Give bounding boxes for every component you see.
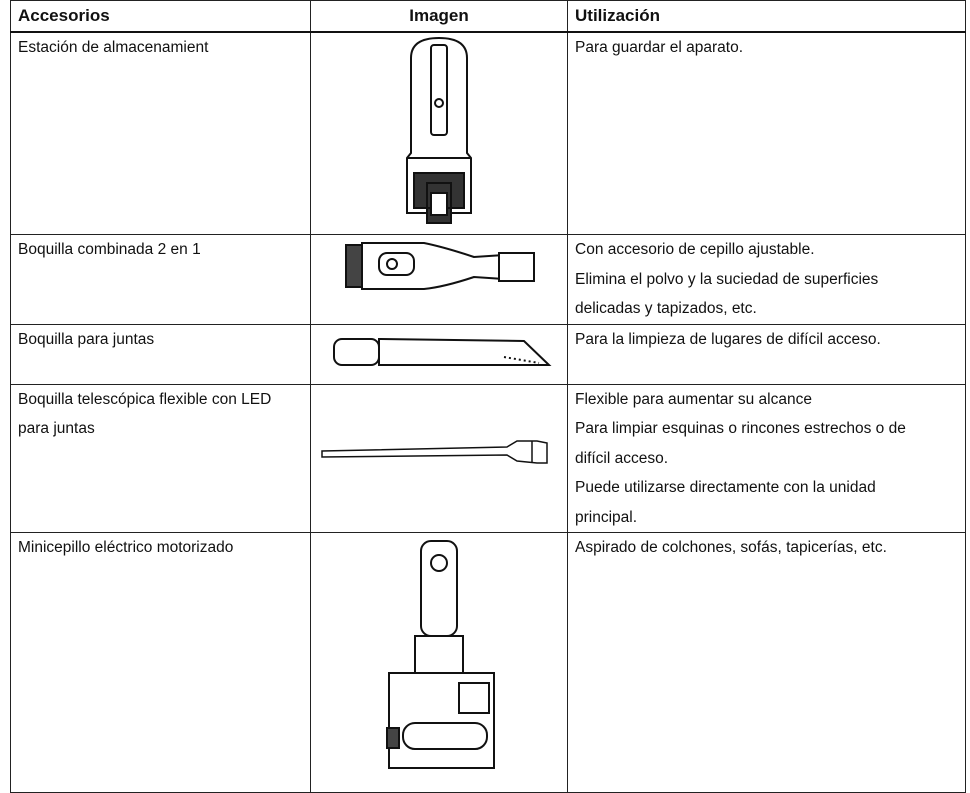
row: Boquilla para juntas Para la limpieza de… bbox=[10, 323, 966, 385]
image-cell bbox=[310, 383, 568, 533]
telescopic-nozzle-image bbox=[320, 439, 548, 464]
usage-cell: Para guardar el aparato. bbox=[567, 31, 966, 235]
header-cell: Accesorios bbox=[10, 0, 311, 33]
crevice-nozzle-image bbox=[333, 337, 552, 366]
usage-line: Flexible para aumentar su alcance bbox=[575, 390, 812, 408]
usage-cell: Para la limpieza de lugares de difícil a… bbox=[567, 323, 966, 385]
image-cell bbox=[310, 234, 568, 325]
usage-line: difícil acceso. bbox=[575, 449, 669, 467]
image-cell bbox=[310, 532, 568, 793]
row: Estación de almacenamient Para guardar e… bbox=[10, 31, 966, 235]
row: Boquilla combinada 2 en 1 Con accesorio … bbox=[10, 234, 966, 325]
usage-line: Para la limpieza de lugares de difícil a… bbox=[575, 330, 881, 348]
usage-cell: Con accesorio de cepillo ajustable. Elim… bbox=[567, 234, 966, 325]
usage-line: Con accesorio de cepillo ajustable. bbox=[575, 241, 815, 258]
usage-cell: Aspirado de colchones, sofás, tapicerías… bbox=[567, 532, 966, 793]
image-cell bbox=[310, 31, 568, 235]
row: Boquilla telescópica flexible con LED pa… bbox=[10, 383, 966, 533]
usage-cell: Flexible para aumentar su alcance Para l… bbox=[567, 383, 966, 533]
accessory-name: Estación de almacenamient bbox=[10, 31, 311, 235]
usage-line: Para guardar el aparato. bbox=[575, 38, 744, 56]
image-cell bbox=[310, 323, 568, 385]
page: Accesorios Imagen Utilización Estación d… bbox=[10, 0, 966, 793]
accessory-name: Minicepillo eléctrico motorizado bbox=[10, 532, 311, 793]
accessories-table: Accesorios Imagen Utilización Estación d… bbox=[10, 0, 966, 793]
storage-station-image bbox=[406, 36, 472, 224]
accessory-name: Boquilla combinada 2 en 1 bbox=[10, 234, 311, 325]
header-cell: Utilización bbox=[567, 0, 966, 33]
usage-line: Elimina el polvo y la suciedad de superf… bbox=[575, 270, 879, 288]
usage-line: Para limpiar esquinas o rincones estrech… bbox=[575, 420, 906, 437]
accessory-name: Boquilla telescópica flexible con LED pa… bbox=[10, 383, 311, 533]
header-cell: Imagen bbox=[310, 0, 568, 33]
usage-line: delicadas y tapizados, etc. bbox=[575, 300, 757, 317]
usage-line: Aspirado de colchones, sofás, tapicerías… bbox=[575, 539, 887, 556]
header-row: Accesorios Imagen Utilización bbox=[10, 0, 966, 33]
motorized-brush-image bbox=[386, 540, 495, 769]
combination-nozzle-image bbox=[345, 242, 535, 290]
row: Minicepillo eléctrico motorizado Aspirad… bbox=[10, 532, 966, 793]
usage-line: Puede utilizarse directamente con la uni… bbox=[575, 479, 876, 496]
usage-line: principal. bbox=[575, 508, 638, 526]
accessory-name: Boquilla para juntas bbox=[10, 323, 311, 385]
